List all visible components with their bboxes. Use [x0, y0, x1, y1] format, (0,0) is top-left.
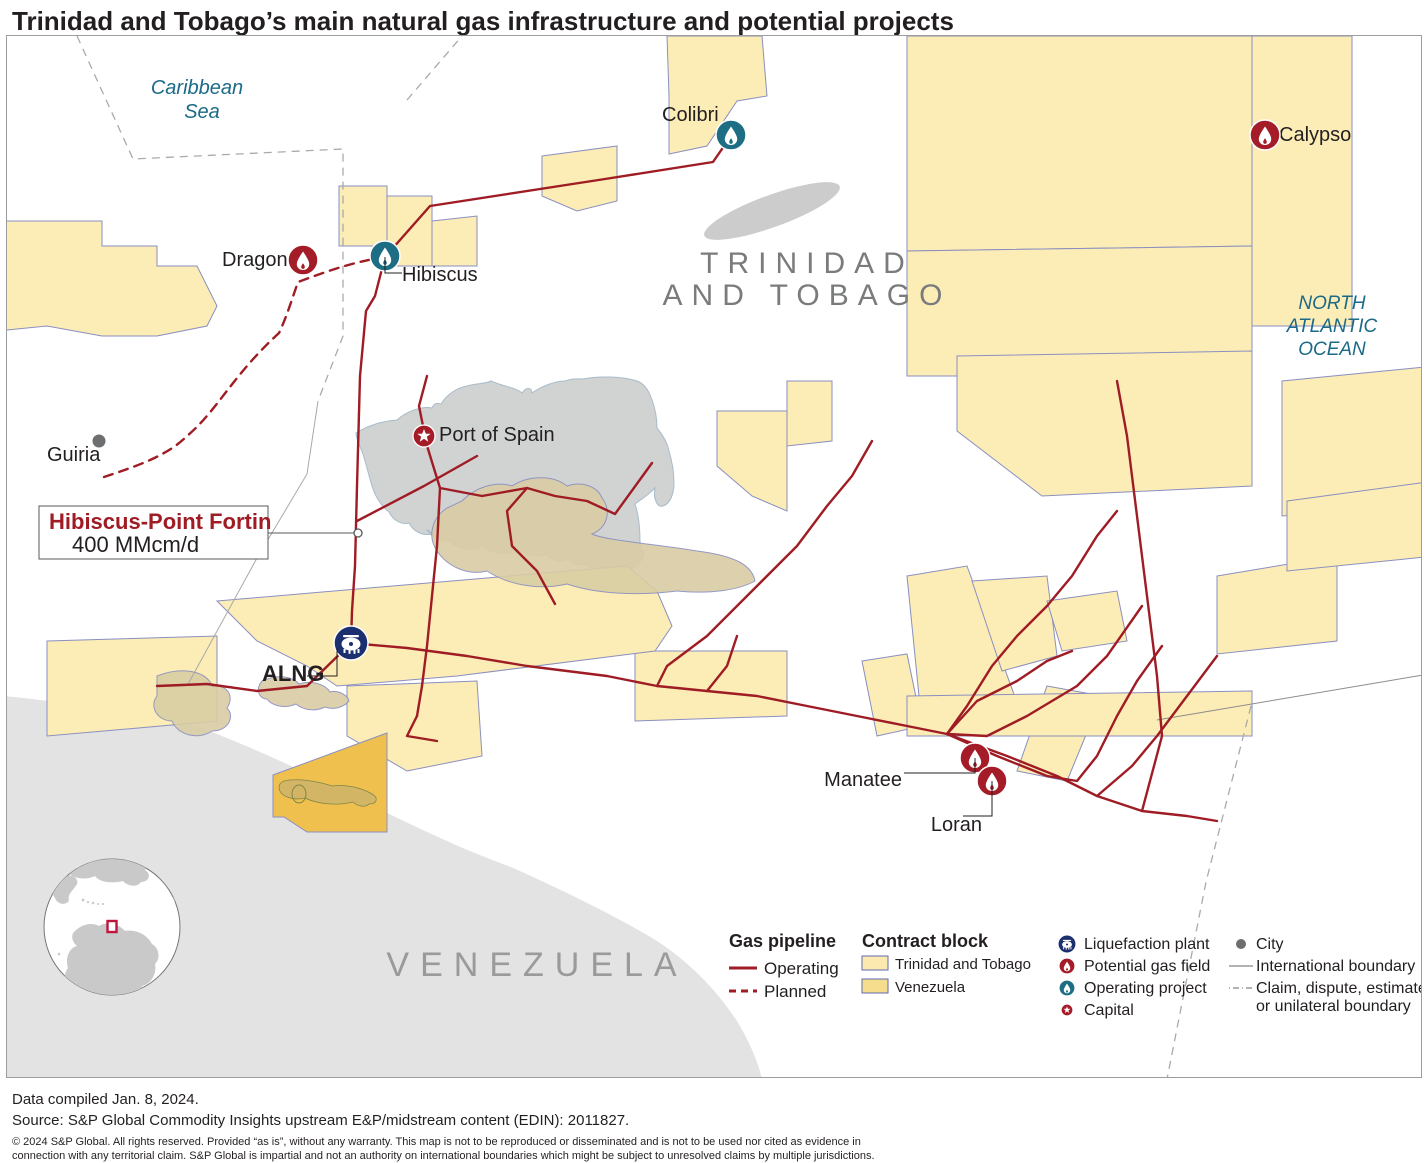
svg-text:Hibiscus-Point Fortin: Hibiscus-Point Fortin: [49, 509, 271, 534]
svg-text:Planned: Planned: [764, 982, 826, 1001]
svg-text:Contract block: Contract block: [862, 931, 989, 951]
svg-text:Trinidad and Tobago: Trinidad and Tobago: [895, 956, 1031, 973]
svg-text:or unilateral boundary: or unilateral boundary: [1256, 998, 1411, 1015]
svg-text:Colibri: Colibri: [662, 104, 719, 126]
svg-text:Venezuela: Venezuela: [895, 979, 966, 996]
svg-text:Capital: Capital: [1084, 1002, 1134, 1019]
svg-text:Manatee: Manatee: [824, 769, 902, 791]
svg-text:Calypso: Calypso: [1279, 124, 1351, 146]
svg-text:Operating: Operating: [764, 959, 839, 978]
svg-text:400 MMcm/d: 400 MMcm/d: [72, 532, 199, 557]
svg-text:Caribbean: Caribbean: [151, 77, 243, 99]
svg-text:Liquefaction plant: Liquefaction plant: [1084, 936, 1210, 953]
svg-text:Potential gas field: Potential gas field: [1084, 958, 1210, 975]
svg-text:Port of Spain: Port of Spain: [439, 424, 555, 446]
svg-text:Loran: Loran: [931, 814, 982, 836]
svg-text:Operating project: Operating project: [1084, 980, 1207, 997]
svg-text:TRINIDAD: TRINIDAD: [700, 247, 914, 280]
svg-text:Sea: Sea: [184, 101, 220, 123]
svg-text:VENEZUELA: VENEZUELA: [386, 946, 687, 984]
svg-text:Dragon: Dragon: [222, 249, 288, 271]
svg-text:Guiria: Guiria: [47, 444, 101, 466]
svg-text:International boundary: International boundary: [1256, 958, 1415, 975]
svg-text:OCEAN: OCEAN: [1298, 339, 1366, 360]
svg-text:ATLANTIC: ATLANTIC: [1286, 316, 1378, 337]
svg-text:City: City: [1256, 936, 1284, 953]
svg-text:AND TOBAGO: AND TOBAGO: [663, 279, 952, 312]
svg-text:ALNG: ALNG: [262, 661, 324, 686]
svg-text:NORTH: NORTH: [1298, 293, 1365, 314]
svg-text:Claim, dispute, estimate: Claim, dispute, estimate: [1256, 980, 1422, 997]
svg-text:Hibiscus: Hibiscus: [402, 264, 478, 286]
svg-text:Gas pipeline: Gas pipeline: [729, 931, 836, 951]
